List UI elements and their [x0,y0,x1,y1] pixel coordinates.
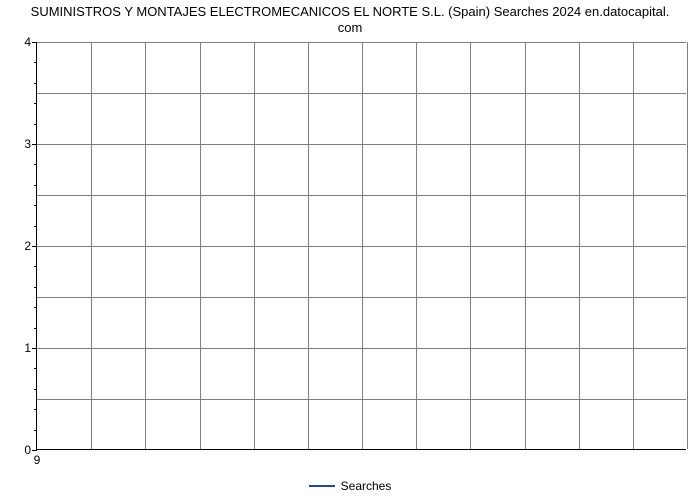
gridline-vertical [362,42,363,449]
gridline-vertical [91,42,92,449]
gridline-vertical [145,42,146,449]
y-minor-tick [34,164,37,165]
y-tick-mark [32,348,37,349]
y-minor-tick [34,328,37,329]
gridline-vertical [416,42,417,449]
y-tick-mark [32,246,37,247]
y-minor-tick [34,83,37,84]
y-minor-tick [34,266,37,267]
gridline-vertical [633,42,634,449]
y-minor-tick [34,185,37,186]
chart-title-line2: com [338,20,363,35]
gridline-vertical [308,42,309,449]
y-minor-tick [34,287,37,288]
legend-swatch [309,485,335,487]
y-minor-tick [34,205,37,206]
plot-area: 012349 [36,42,686,450]
y-minor-tick [34,409,37,410]
y-minor-tick [34,226,37,227]
y-minor-tick [34,389,37,390]
legend-label: Searches [341,479,392,493]
gridline-vertical [687,42,688,449]
y-minor-tick [34,368,37,369]
y-minor-tick [34,307,37,308]
gridline-vertical [525,42,526,449]
y-tick-mark [32,42,37,43]
legend: Searches [0,478,700,493]
y-minor-tick [34,124,37,125]
gridline-vertical [200,42,201,449]
gridline-vertical [254,42,255,449]
y-minor-tick [34,103,37,104]
chart-title-line1: SUMINISTROS Y MONTAJES ELECTROMECANICOS … [31,4,670,19]
gridline-vertical [579,42,580,449]
x-tick-label: 9 [34,449,41,467]
gridline-vertical [470,42,471,449]
y-minor-tick [34,62,37,63]
chart-container: SUMINISTROS Y MONTAJES ELECTROMECANICOS … [0,0,700,500]
y-tick-mark [32,144,37,145]
chart-title: SUMINISTROS Y MONTAJES ELECTROMECANICOS … [0,4,700,37]
y-minor-tick [34,430,37,431]
